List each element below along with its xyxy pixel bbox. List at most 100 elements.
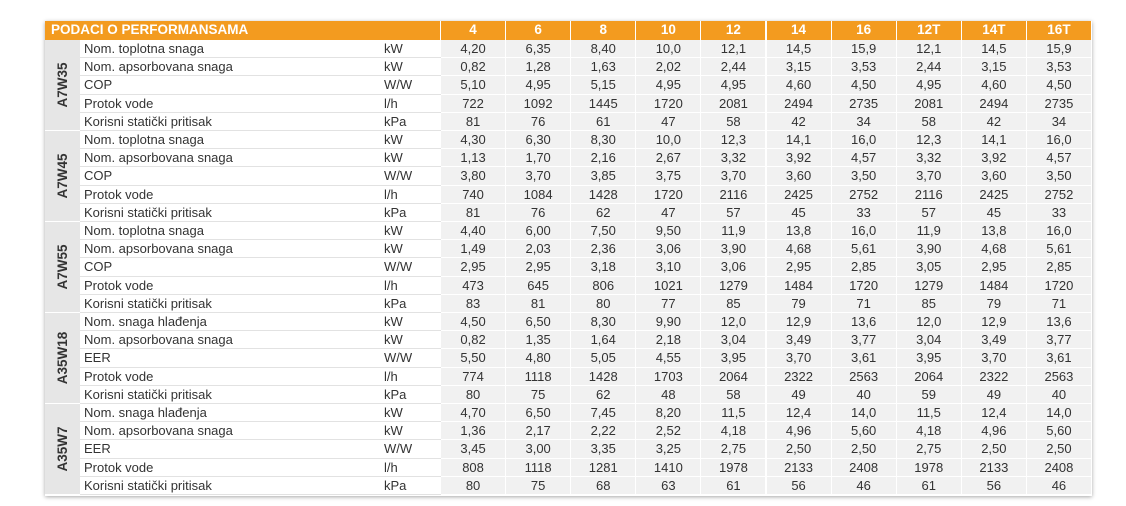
value-cell: 3,50 — [831, 167, 897, 186]
value-cell: 3,60 — [961, 167, 1027, 186]
value-cell: 4,95 — [636, 76, 702, 95]
value-cell: 3,45 — [441, 440, 507, 459]
value-cell: 1484 — [766, 276, 832, 295]
value-cell: 3,53 — [1026, 58, 1092, 77]
value-cell: 3,18 — [571, 258, 637, 277]
value-cell: 5,61 — [831, 240, 897, 259]
value-cell: 1021 — [636, 276, 702, 295]
value-cell: 8,30 — [571, 131, 637, 150]
value-cell: 3,92 — [766, 149, 832, 168]
column-header: 14 — [766, 21, 832, 40]
row-unit: W/W — [380, 258, 441, 277]
value-cell: 2,85 — [1026, 258, 1092, 277]
value-cell: 63 — [636, 476, 702, 495]
value-cell: 473 — [441, 276, 507, 295]
value-cell: 2,75 — [701, 440, 767, 459]
value-cell: 3,04 — [896, 331, 962, 350]
value-cell: 61 — [571, 112, 637, 131]
value-cell: 2,03 — [506, 240, 572, 259]
value-cell: 15,9 — [831, 40, 897, 59]
value-cell: 16,0 — [831, 222, 897, 241]
value-cell: 2,95 — [766, 258, 832, 277]
value-cell: 2,50 — [766, 440, 832, 459]
value-cell: 56 — [766, 476, 832, 495]
value-cell: 77 — [636, 294, 702, 313]
row-label: Nom. toplotna snaga — [80, 222, 380, 241]
value-cell: 12,3 — [896, 131, 962, 150]
value-cell: 14,1 — [766, 131, 832, 150]
value-cell: 3,75 — [636, 167, 702, 186]
value-cell: 2425 — [766, 185, 832, 204]
value-cell: 56 — [961, 476, 1027, 495]
value-cell: 5,61 — [1026, 240, 1092, 259]
value-cell: 75 — [506, 385, 572, 404]
value-cell: 2116 — [896, 185, 962, 204]
value-cell: 76 — [506, 112, 572, 131]
value-cell: 1,49 — [441, 240, 507, 259]
value-cell: 33 — [831, 203, 897, 222]
value-cell: 3,00 — [506, 440, 572, 459]
row-label: Korisni statički pritisak — [80, 477, 380, 495]
value-cell: 14,0 — [1026, 404, 1092, 423]
row-label: Nom. apsorbovana snaga — [80, 149, 380, 168]
value-cell: 7,45 — [571, 404, 637, 423]
value-cell: 3,90 — [896, 240, 962, 259]
value-cell: 2,85 — [831, 258, 897, 277]
column-header: 4 — [441, 21, 507, 40]
value-cell: 11,9 — [701, 222, 767, 241]
value-cell: 3,70 — [961, 349, 1027, 368]
group-label: A7W45 — [54, 153, 70, 199]
value-cell: 5,15 — [571, 76, 637, 95]
value-cell: 5,10 — [441, 76, 507, 95]
row-label: Nom. apsorbovana snaga — [80, 240, 380, 259]
value-cell: 2,16 — [571, 149, 637, 168]
column-header: 12 — [701, 21, 767, 40]
value-cell: 3,15 — [961, 58, 1027, 77]
value-cell: 2,44 — [896, 58, 962, 77]
row-unit: W/W — [380, 76, 441, 95]
column-header: 14T — [961, 21, 1027, 40]
value-cell: 13,6 — [831, 313, 897, 332]
row-unit: l/h — [380, 459, 441, 477]
value-cell: 1,35 — [506, 331, 572, 350]
group-label: A7W55 — [54, 244, 70, 290]
value-cell: 58 — [701, 385, 767, 404]
value-cell: 2752 — [1026, 185, 1092, 204]
row-unit: kW — [380, 222, 441, 241]
group-cell: A35W18 — [45, 313, 80, 404]
row-label: Korisni statički pritisak — [80, 113, 380, 131]
value-cell: 2,44 — [701, 58, 767, 77]
value-cell: 12,9 — [961, 313, 1027, 332]
value-cell: 2,50 — [831, 440, 897, 459]
value-cell: 83 — [441, 294, 507, 313]
value-cell: 46 — [1026, 476, 1092, 495]
value-cell: 3,92 — [961, 149, 1027, 168]
value-cell: 62 — [571, 385, 637, 404]
value-cell: 8,20 — [636, 404, 702, 423]
value-cell: 2116 — [701, 185, 767, 204]
row-label: COP — [80, 258, 380, 277]
value-cell: 80 — [441, 476, 507, 495]
value-cell: 15,9 — [1026, 40, 1092, 59]
value-cell: 57 — [896, 203, 962, 222]
value-cell: 2494 — [766, 94, 832, 113]
value-cell: 48 — [636, 385, 702, 404]
group-cell: A7W45 — [45, 131, 80, 222]
value-cell: 6,50 — [506, 404, 572, 423]
value-cell: 6,50 — [506, 313, 572, 332]
value-cell: 57 — [701, 203, 767, 222]
value-cell: 16,0 — [1026, 131, 1092, 150]
value-cell: 2735 — [1026, 94, 1092, 113]
row-label: EER — [80, 440, 380, 459]
value-cell: 3,85 — [571, 167, 637, 186]
value-cell: 8,40 — [571, 40, 637, 59]
value-cell: 62 — [571, 203, 637, 222]
performance-table: PODACI O PERFORMANSAMA 4 6 8 10 12 14 16 12T 14T 1… — [45, 21, 1092, 496]
value-cell: 1428 — [571, 367, 637, 386]
value-cell: 4,57 — [1026, 149, 1092, 168]
value-cell: 2,75 — [896, 440, 962, 459]
value-cell: 80 — [571, 294, 637, 313]
value-cell: 2735 — [831, 94, 897, 113]
value-cell: 45 — [766, 203, 832, 222]
